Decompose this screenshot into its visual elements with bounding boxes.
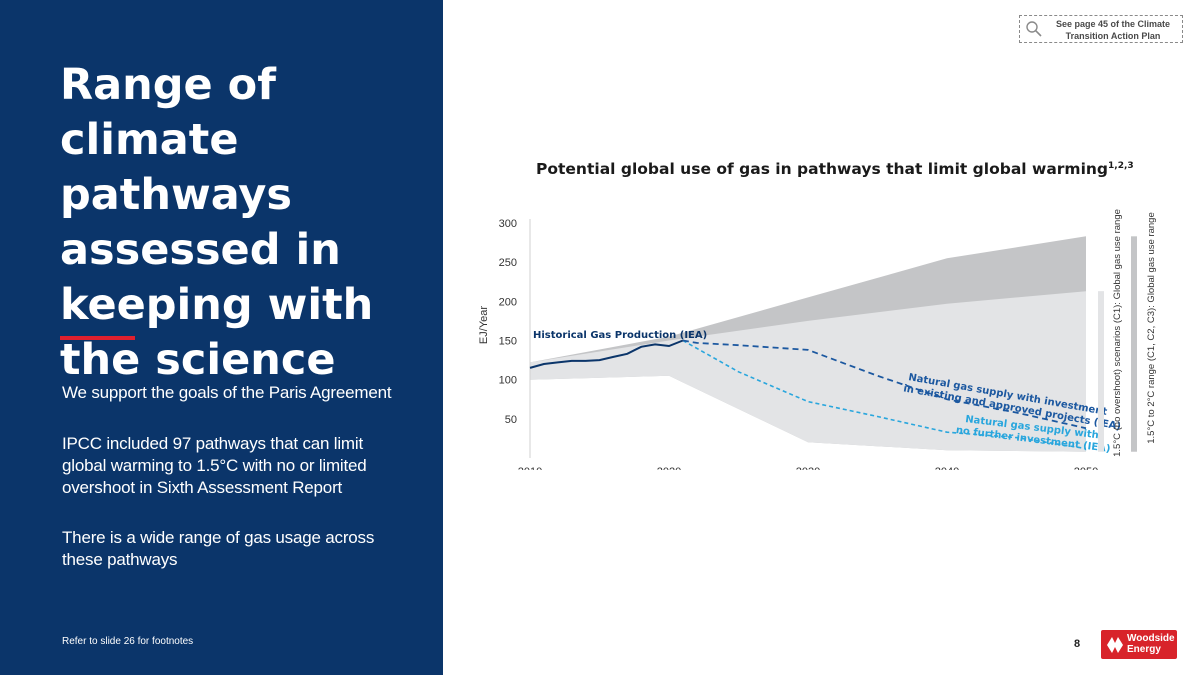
range-c1-area <box>530 291 1086 452</box>
y-tick-label-150: 150 <box>499 336 517 348</box>
y-tick-label-300: 300 <box>499 218 517 230</box>
footnote: Refer to slide 26 for footnotes <box>62 636 194 647</box>
legend-label-c1-c3: 1.5°C to 2°C range (C1, C2, C3): Global … <box>1146 212 1157 444</box>
y-tick-label-200: 200 <box>499 296 517 308</box>
paragraph-gas-usage-range: There is a wide range of gas usage acros… <box>62 528 375 569</box>
series-line-investment-existing-projects <box>682 339 1087 430</box>
series-line-no-further-investment <box>682 339 1087 450</box>
x-tick-label-2020: 2020 <box>657 466 681 470</box>
paragraph-ipcc-pathways: IPCC included 97 pathways that can limit… <box>62 434 367 497</box>
annotation-historical: Historical Gas Production (IEA) <box>533 330 707 341</box>
logo-text-woodside: Woodside <box>1127 633 1175 644</box>
y-tick-label-250: 250 <box>499 257 517 269</box>
woodside-logo: Woodside Energy <box>1101 630 1177 659</box>
x-tick-label-2050: 2050 <box>1074 466 1098 470</box>
legend-label-c1: 1.5°C (no overshoot) scenarios (C1): Glo… <box>1112 209 1123 457</box>
reference-note-text: See page 45 of the Climate Transition Ac… <box>1055 19 1171 41</box>
left-panel: Range of climate pathways assessed in ke… <box>0 0 443 675</box>
magnifier-icon <box>1026 21 1042 37</box>
gas-pathways-chart: 50 100 150 200 250 300 2010 2020 2030 2040 2050 EJ/… <box>478 209 1157 470</box>
y-tick-label-50: 50 <box>505 414 517 426</box>
title-accent-bar <box>60 336 135 340</box>
x-tick-label-2030: 2030 <box>796 466 820 470</box>
chart-title-text: Potential global use of gas in pathways … <box>536 160 1109 178</box>
legend-bar-c1 <box>1098 291 1104 452</box>
y-tick-label-100: 100 <box>499 375 517 387</box>
chart-title-superscript: 1,2,3 <box>1108 160 1134 171</box>
y-axis-label: EJ/Year <box>478 306 490 344</box>
logo-text: Woodside Energy <box>1127 633 1175 655</box>
logo-text-energy: Energy <box>1127 644 1161 655</box>
x-tick-label-2040: 2040 <box>935 466 959 470</box>
series-line-historical-gas-production <box>529 339 684 369</box>
x-tick-label-2010: 2010 <box>518 466 542 470</box>
page-number: 8 <box>1074 638 1081 650</box>
chart-title: Potential global use of gas in pathways … <box>536 160 1134 178</box>
paragraph-paris-agreement: We support the goals of the Paris Agreem… <box>62 383 392 402</box>
legend-bar-c1-c3 <box>1131 236 1137 452</box>
reference-note[interactable]: See page 45 of the Climate Transition Ac… <box>1019 15 1183 43</box>
page-title: Range of climate pathways assessed in ke… <box>60 60 374 385</box>
woodside-logo-icon <box>1107 637 1123 653</box>
